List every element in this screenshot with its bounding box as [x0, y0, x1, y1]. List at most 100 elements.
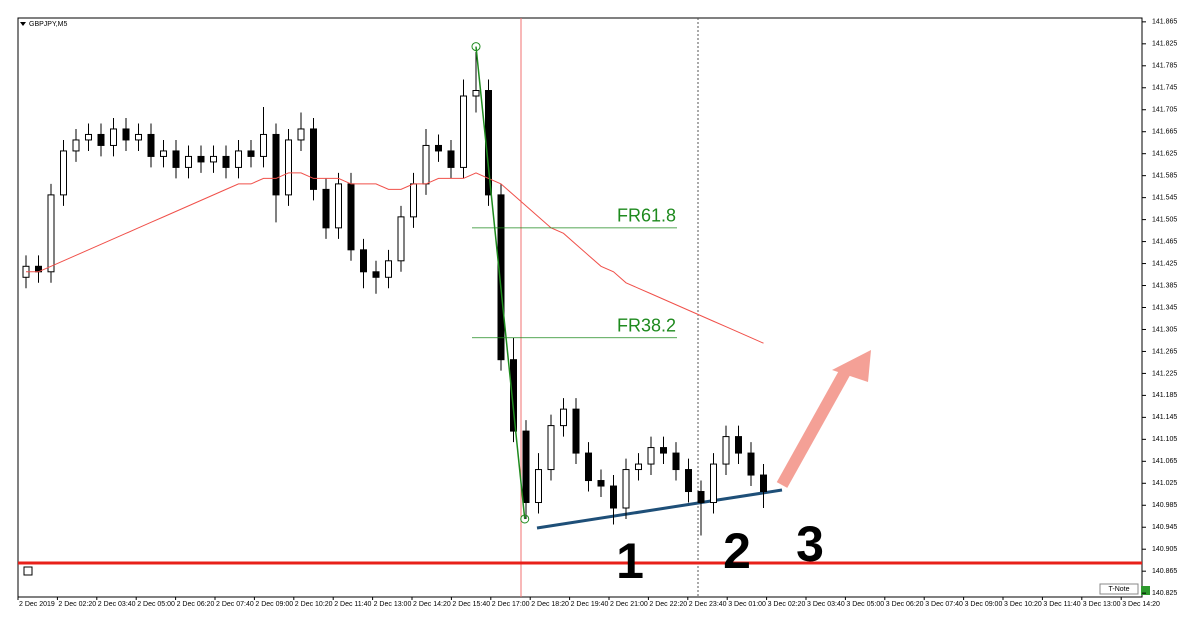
- x-tick-label: 3 Dec 07:40: [925, 601, 963, 608]
- y-tick-label: 141.785: [1152, 63, 1177, 70]
- fib-baseline: [475, 46, 526, 520]
- x-tick-label: 3 Dec 01:00: [728, 601, 766, 608]
- moving-average: [26, 172, 764, 344]
- candle-body: [522, 430, 530, 504]
- x-tick-label: 2 Dec 02:20: [58, 601, 96, 608]
- annotation: 1: [616, 533, 644, 589]
- candle-body: [722, 436, 730, 465]
- y-tick-label: 141.825: [1152, 41, 1177, 48]
- y-tick-label: 141.705: [1152, 107, 1177, 114]
- x-tick-label: 3 Dec 06:20: [886, 601, 924, 608]
- candle-body: [60, 150, 67, 196]
- candle-body: [347, 183, 355, 251]
- candle-body: [85, 133, 92, 141]
- candle-body: [497, 194, 505, 361]
- candle-body: [385, 260, 392, 278]
- candle-body: [585, 452, 592, 482]
- candle-body: [572, 408, 580, 454]
- candle-body: [110, 128, 117, 146]
- candle-body: [160, 150, 167, 157]
- t-note-button[interactable]: [1099, 583, 1139, 595]
- x-tick-label: 3 Dec 11:40: [1043, 601, 1080, 608]
- checkbox[interactable]: [23, 566, 33, 576]
- candle-body: [647, 447, 655, 465]
- y-tick-label: 141.145: [1152, 414, 1177, 421]
- candle-body: [47, 194, 55, 273]
- candle-body: [435, 144, 442, 152]
- fib-level-label: FR61.8: [617, 206, 676, 226]
- candle-body: [610, 485, 617, 509]
- candle-body: [747, 452, 755, 476]
- x-tick-label: 2 Dec 09:00: [255, 601, 293, 608]
- candle-body: [72, 139, 80, 152]
- candle-body: [547, 425, 555, 471]
- candle-body: [535, 469, 542, 504]
- x-tick-label: 2 Dec 14:20: [413, 601, 451, 608]
- annotation: 2: [723, 523, 751, 579]
- status-icon: [1141, 586, 1150, 595]
- candle-body: [322, 188, 330, 229]
- candle-body: [397, 216, 405, 262]
- x-tick-label: 3 Dec 03:40: [807, 601, 845, 608]
- title-marker: [20, 22, 26, 26]
- candle-body: [172, 150, 180, 168]
- fib-level-label: FR38.2: [617, 315, 676, 335]
- candle-body: [472, 90, 480, 97]
- arrow-shaft: [776, 369, 851, 488]
- candle-body: [697, 491, 705, 504]
- candle-body: [135, 133, 142, 141]
- x-tick-label: 2 Dec 07:40: [216, 601, 254, 608]
- candle-body: [685, 469, 692, 493]
- candle-body: [710, 463, 717, 504]
- candle-body: [560, 408, 567, 427]
- x-tick-label: 3 Dec 05:00: [846, 601, 884, 608]
- arrow-head: [832, 350, 871, 382]
- x-tick-label: 2 Dec 18:20: [531, 601, 569, 608]
- candle-body: [260, 133, 267, 157]
- candle-body: [197, 155, 205, 163]
- candle-body: [597, 480, 605, 487]
- y-tick-label: 141.385: [1152, 282, 1177, 289]
- candle-body: [235, 150, 242, 168]
- y-tick-label: 140.945: [1152, 524, 1177, 531]
- candle-body: [310, 128, 317, 190]
- candle-body: [410, 183, 417, 218]
- x-tick-label: 2 Dec 23:40: [689, 601, 727, 608]
- x-tick-label: 2 Dec 15:40: [452, 601, 490, 608]
- y-tick-label: 141.505: [1152, 216, 1177, 223]
- x-tick-label: 2 Dec 19:40: [571, 601, 609, 608]
- y-tick-label: 141.625: [1152, 151, 1177, 158]
- candle-body: [422, 144, 430, 185]
- y-tick-label: 141.185: [1152, 392, 1177, 399]
- candle-body: [635, 463, 642, 471]
- candle-body: [247, 150, 255, 157]
- candle-body: [660, 447, 667, 454]
- candle-body: [210, 155, 217, 163]
- candle-body: [297, 128, 305, 141]
- annotation: 3: [796, 516, 824, 572]
- y-tick-label: 141.025: [1152, 480, 1177, 487]
- candle-body: [760, 474, 767, 493]
- x-tick-label: 3 Dec 10:20: [1004, 601, 1042, 608]
- candle-body: [447, 150, 455, 168]
- x-tick-label: 2 Dec 06:20: [177, 601, 215, 608]
- y-tick-label: 140.985: [1152, 502, 1177, 509]
- fib-low-point: [520, 514, 530, 524]
- x-tick-label: 2 Dec 05:00: [137, 601, 175, 608]
- candle-body: [510, 359, 517, 432]
- y-tick-label: 141.345: [1152, 304, 1177, 311]
- x-tick-label: 2 Dec 22:20: [649, 601, 687, 608]
- x-tick-label: 2 Dec 17:00: [492, 601, 530, 608]
- fib-high-point: [471, 42, 481, 52]
- t-note-label[interactable]: T-Note: [1108, 586, 1129, 593]
- y-tick-label: 140.905: [1152, 546, 1177, 553]
- y-tick-label: 141.545: [1152, 194, 1177, 201]
- x-tick-label: 2 Dec 21:00: [610, 601, 648, 608]
- candle-body: [372, 271, 380, 278]
- candle-body: [672, 452, 680, 471]
- trend-line: [536, 488, 783, 530]
- x-tick-label: 2 Dec 10:20: [295, 601, 333, 608]
- chart-title: GBPJPY,M5: [29, 21, 67, 28]
- candle-body: [460, 95, 467, 168]
